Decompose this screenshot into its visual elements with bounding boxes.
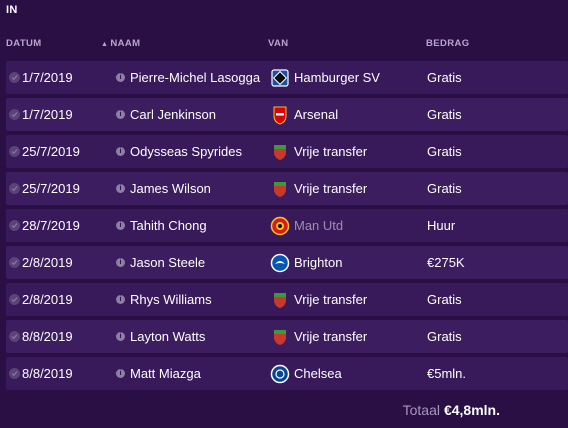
- transfer-date: 25/7/2019: [22, 144, 80, 159]
- checkmark-icon: [9, 146, 20, 157]
- transfer-fee: Gratis: [427, 329, 462, 344]
- arsenal-club-badge-icon: [270, 105, 290, 125]
- transfer-fee: €5mln.: [427, 366, 467, 381]
- player-name[interactable]: Tahith Chong: [130, 218, 207, 233]
- transfer-date: 2/8/2019: [22, 292, 73, 307]
- player-name[interactable]: Layton Watts: [130, 329, 206, 344]
- club-name[interactable]: Hamburger SV: [294, 70, 380, 85]
- transfer-date: 8/8/2019: [22, 329, 73, 344]
- club-name[interactable]: Chelsea: [294, 366, 342, 381]
- column-header-date[interactable]: DATUM: [6, 38, 42, 49]
- checkmark-icon: [9, 220, 20, 231]
- info-icon[interactable]: i: [116, 221, 125, 230]
- player-name[interactable]: Pierre-Michel Lasogga: [130, 70, 261, 85]
- transfer-row[interactable]: 25/7/2019 i Odysseas Spyrides Vrije transfe…: [6, 135, 568, 168]
- column-header-fee[interactable]: BEDRAG: [426, 38, 470, 49]
- transfer-row[interactable]: 1/7/2019 i Carl Jenkinson Arsenal Gratis: [6, 98, 568, 131]
- chelsea-club-badge-icon: [270, 364, 290, 384]
- checkmark-icon: [9, 183, 20, 194]
- checkmark-icon: [9, 72, 20, 83]
- transfer-date: 1/7/2019: [22, 107, 73, 122]
- transfer-date: 8/8/2019: [22, 366, 73, 381]
- hsv-club-badge-icon: [270, 68, 290, 88]
- column-header-name[interactable]: ▲ NAAM: [101, 38, 140, 49]
- column-header-name-label: NAAM: [110, 38, 141, 49]
- checkmark-icon: [9, 368, 20, 379]
- free-club-badge-icon: [270, 142, 290, 162]
- transfer-row[interactable]: 1/7/2019 i Pierre-Michel Lasogga Hamburger …: [6, 61, 568, 94]
- transfer-fee: €275K: [427, 255, 465, 270]
- club-name[interactable]: Vrije transfer: [294, 329, 368, 344]
- club-name[interactable]: Vrije transfer: [294, 181, 368, 196]
- manutd-club-badge-icon: [270, 216, 290, 236]
- transfer-list: 1/7/2019 i Pierre-Michel Lasogga Hamburger …: [6, 61, 568, 394]
- player-name[interactable]: Jason Steele: [130, 255, 206, 270]
- transfer-date: 28/7/2019: [22, 218, 80, 233]
- info-icon[interactable]: i: [116, 332, 125, 341]
- transfer-fee: Gratis: [427, 144, 462, 159]
- transfer-fee: Gratis: [427, 292, 462, 307]
- sort-ascending-icon: ▲: [101, 41, 109, 48]
- player-name[interactable]: Matt Miazga: [130, 366, 201, 381]
- checkmark-icon: [9, 257, 20, 268]
- club-name[interactable]: Vrije transfer: [294, 144, 368, 159]
- transfer-row[interactable]: 8/8/2019 i Matt Miazga Chelsea €5mln.: [6, 357, 568, 390]
- brighton-club-badge-icon: [270, 253, 290, 273]
- info-icon[interactable]: i: [116, 147, 125, 156]
- free-club-badge-icon: [270, 179, 290, 199]
- checkmark-icon: [9, 331, 20, 342]
- player-name[interactable]: Rhys Williams: [130, 292, 212, 307]
- transfer-row[interactable]: 8/8/2019 i Layton Watts Vrije transfer Grati…: [6, 320, 568, 353]
- free-club-badge-icon: [270, 327, 290, 347]
- free-club-badge-icon: [270, 290, 290, 310]
- transfer-fee: Gratis: [427, 70, 462, 85]
- club-name[interactable]: Man Utd: [294, 218, 344, 233]
- transfer-date: 25/7/2019: [22, 181, 80, 196]
- column-header-from[interactable]: VAN: [268, 38, 289, 49]
- transfer-date: 2/8/2019: [22, 255, 73, 270]
- transfer-row[interactable]: 2/8/2019 i Rhys Williams Vrije transfer Grat…: [6, 283, 568, 316]
- checkmark-icon: [9, 294, 20, 305]
- transfer-row[interactable]: 25/7/2019 i James Wilson Vrije transfer Grat…: [6, 172, 568, 205]
- info-icon[interactable]: i: [116, 73, 125, 82]
- transfer-fee: Gratis: [427, 181, 462, 196]
- total-value: €4,8mln.: [443, 402, 500, 418]
- player-name[interactable]: Odysseas Spyrides: [130, 144, 242, 159]
- player-name[interactable]: Carl Jenkinson: [130, 107, 216, 122]
- info-icon[interactable]: i: [116, 184, 125, 193]
- info-icon[interactable]: i: [116, 295, 125, 304]
- checkmark-icon: [9, 109, 20, 120]
- info-icon[interactable]: i: [116, 258, 125, 267]
- transfer-row[interactable]: 28/7/2019 i Tahith Chong Man Utd Huur: [6, 209, 568, 242]
- table-header: DATUM ▲ NAAM VAN BEDRAG: [0, 30, 568, 56]
- club-name[interactable]: Brighton: [294, 255, 343, 270]
- player-name[interactable]: James Wilson: [130, 181, 211, 196]
- panel-title: IN: [6, 4, 18, 16]
- total-summary: Totaal €4,8mln.: [403, 402, 500, 418]
- transfer-fee: Gratis: [427, 107, 462, 122]
- info-icon[interactable]: i: [116, 369, 125, 378]
- info-icon[interactable]: i: [116, 110, 125, 119]
- total-label: Totaal: [402, 402, 440, 418]
- transfer-fee: Huur: [427, 218, 456, 233]
- club-name[interactable]: Arsenal: [294, 107, 339, 122]
- transfer-row[interactable]: 2/8/2019 i Jason Steele Brighton €275K: [6, 246, 568, 279]
- transfer-date: 1/7/2019: [22, 70, 73, 85]
- club-name[interactable]: Vrije transfer: [294, 292, 368, 307]
